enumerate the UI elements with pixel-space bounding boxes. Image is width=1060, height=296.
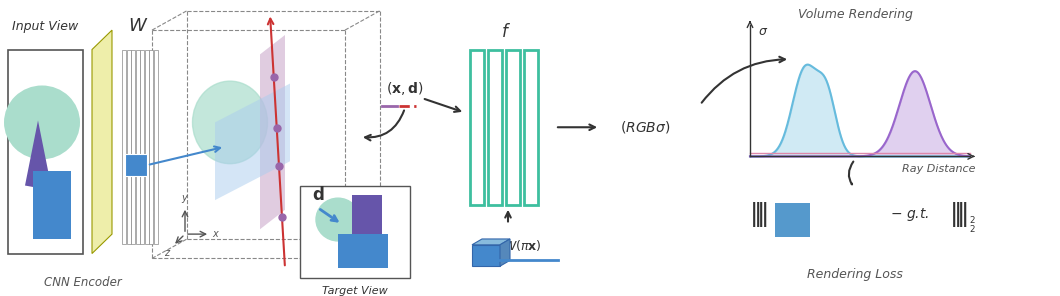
Polygon shape	[25, 120, 52, 190]
FancyBboxPatch shape	[140, 49, 144, 244]
FancyBboxPatch shape	[154, 49, 158, 244]
Text: Rendering Loss: Rendering Loss	[807, 268, 903, 281]
FancyBboxPatch shape	[136, 49, 140, 244]
Text: $W$: $W$	[128, 17, 148, 36]
Polygon shape	[472, 239, 510, 245]
Text: $W(\pi\mathbf{x})$: $W(\pi\mathbf{x})$	[502, 238, 542, 253]
Text: Input View: Input View	[12, 20, 78, 33]
Text: $(RGB\sigma)$: $(RGB\sigma)$	[620, 119, 670, 135]
FancyBboxPatch shape	[149, 49, 153, 244]
Polygon shape	[260, 35, 285, 229]
FancyBboxPatch shape	[338, 234, 388, 268]
FancyBboxPatch shape	[8, 49, 83, 254]
Polygon shape	[500, 239, 510, 266]
FancyBboxPatch shape	[524, 49, 538, 205]
Text: $y$: $y$	[181, 193, 189, 205]
FancyBboxPatch shape	[126, 49, 130, 244]
Text: CNN Encoder: CNN Encoder	[45, 276, 122, 289]
Text: $\|$: $\|$	[956, 200, 968, 229]
FancyBboxPatch shape	[122, 49, 126, 244]
FancyArrowPatch shape	[849, 162, 853, 184]
Circle shape	[316, 198, 360, 241]
FancyBboxPatch shape	[300, 186, 410, 278]
Text: $f$: $f$	[501, 23, 511, 41]
Text: $\mathbf{d}$: $\mathbf{d}$	[312, 186, 324, 204]
Text: $^2_2$: $^2_2$	[969, 216, 975, 237]
Circle shape	[4, 86, 79, 159]
Text: $\|$: $\|$	[950, 200, 960, 229]
Text: Ray Distance: Ray Distance	[901, 164, 975, 174]
Polygon shape	[92, 30, 112, 254]
Polygon shape	[215, 83, 290, 200]
FancyBboxPatch shape	[125, 155, 147, 176]
Text: $-$ g.t.: $-$ g.t.	[890, 206, 930, 223]
FancyBboxPatch shape	[33, 171, 71, 239]
FancyBboxPatch shape	[506, 49, 520, 205]
Text: $(\mathbf{x},\mathbf{d})$: $(\mathbf{x},\mathbf{d})$	[386, 80, 424, 97]
Text: $x$: $x$	[212, 229, 220, 239]
FancyBboxPatch shape	[144, 49, 148, 244]
Text: $z$: $z$	[163, 248, 171, 258]
FancyBboxPatch shape	[131, 49, 135, 244]
FancyBboxPatch shape	[470, 49, 484, 205]
FancyBboxPatch shape	[775, 203, 810, 237]
Text: Target View: Target View	[322, 286, 388, 296]
Text: $\sigma$: $\sigma$	[758, 25, 768, 38]
Polygon shape	[472, 245, 500, 266]
FancyBboxPatch shape	[488, 49, 502, 205]
FancyBboxPatch shape	[352, 195, 382, 244]
Text: $\|$: $\|$	[757, 200, 767, 229]
Text: $\|$: $\|$	[749, 200, 761, 229]
Ellipse shape	[193, 81, 267, 164]
Text: Volume Rendering: Volume Rendering	[797, 8, 913, 21]
